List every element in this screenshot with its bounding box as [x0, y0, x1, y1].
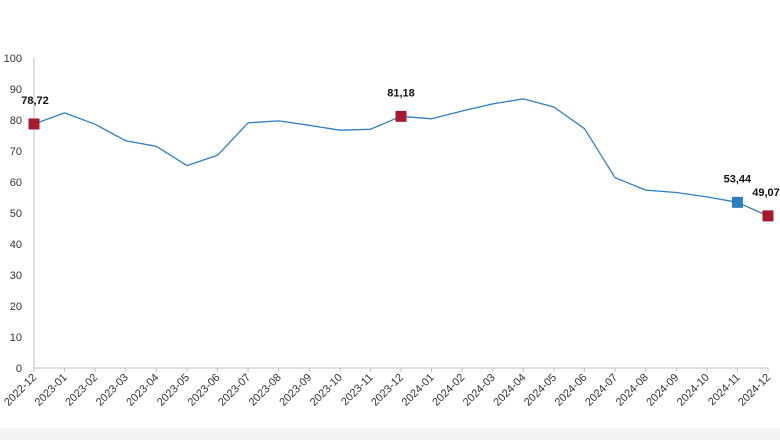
y-tick-label: 30 [10, 270, 22, 282]
x-tick-label: 2024-10 [675, 372, 712, 409]
x-tick-label: 2023-02 [63, 372, 100, 409]
highlight-marker [395, 110, 407, 122]
y-tick-label: 90 [10, 84, 22, 96]
x-tick-label: 2023-11 [339, 372, 375, 408]
x-tick-label: 2023-01 [33, 372, 70, 409]
x-tick-label: 2024-06 [553, 372, 590, 409]
x-tick-label: 2024-03 [461, 372, 498, 409]
x-tick-label: 2023-06 [186, 372, 223, 409]
y-tick-label: 50 [10, 208, 22, 220]
x-tick-label: 2023-09 [277, 372, 314, 409]
x-tick-label: 2023-04 [124, 372, 161, 409]
x-tick-label: 2023-03 [94, 372, 131, 409]
x-tick-label: 2023-05 [155, 372, 192, 409]
x-tick-label: 2024-09 [644, 372, 681, 409]
y-tick-label: 20 [10, 301, 22, 313]
x-tick-label: 2022-12 [2, 372, 39, 409]
y-axis-ticks: 0 10 20 30 40 50 60 70 80 90 100 [4, 53, 22, 375]
data-label: 78,72 [21, 95, 49, 107]
x-tick-label: 2023-12 [369, 372, 406, 409]
x-tick-label: 2024-11 [706, 372, 742, 408]
y-tick-label: 100 [4, 53, 22, 65]
x-tick-label: 2024-04 [491, 372, 528, 409]
bottom-band [0, 428, 780, 440]
highlight-marker [731, 196, 743, 208]
y-tick-label: 80 [10, 115, 22, 127]
x-tick-label: 2023-10 [308, 372, 345, 409]
x-tick-label: 2024-08 [614, 372, 651, 409]
y-tick-label: 10 [10, 332, 22, 344]
x-tick-label: 2024-12 [736, 372, 773, 409]
data-label: 53,44 [724, 173, 752, 185]
x-tick-label: 2023-08 [247, 372, 284, 409]
highlight-marker [28, 118, 40, 130]
y-tick-label: 70 [10, 146, 22, 158]
y-tick-label: 40 [10, 239, 22, 251]
x-tick-label: 2024-02 [430, 372, 467, 409]
x-axis-ticks: 2022-122023-012023-022023-032023-042023-… [2, 368, 773, 409]
data-label: 81,18 [387, 87, 415, 99]
x-tick-label: 2024-01 [400, 372, 437, 409]
highlight-marker [762, 210, 774, 222]
x-tick-label: 2023-07 [216, 372, 253, 409]
data-label: 49,07 [752, 187, 780, 199]
y-tick-label: 0 [16, 363, 22, 375]
x-tick-label: 2024-05 [522, 372, 559, 409]
x-tick-label: 2024-07 [583, 372, 620, 409]
highlight-markers [28, 110, 774, 222]
y-tick-label: 60 [10, 177, 22, 189]
